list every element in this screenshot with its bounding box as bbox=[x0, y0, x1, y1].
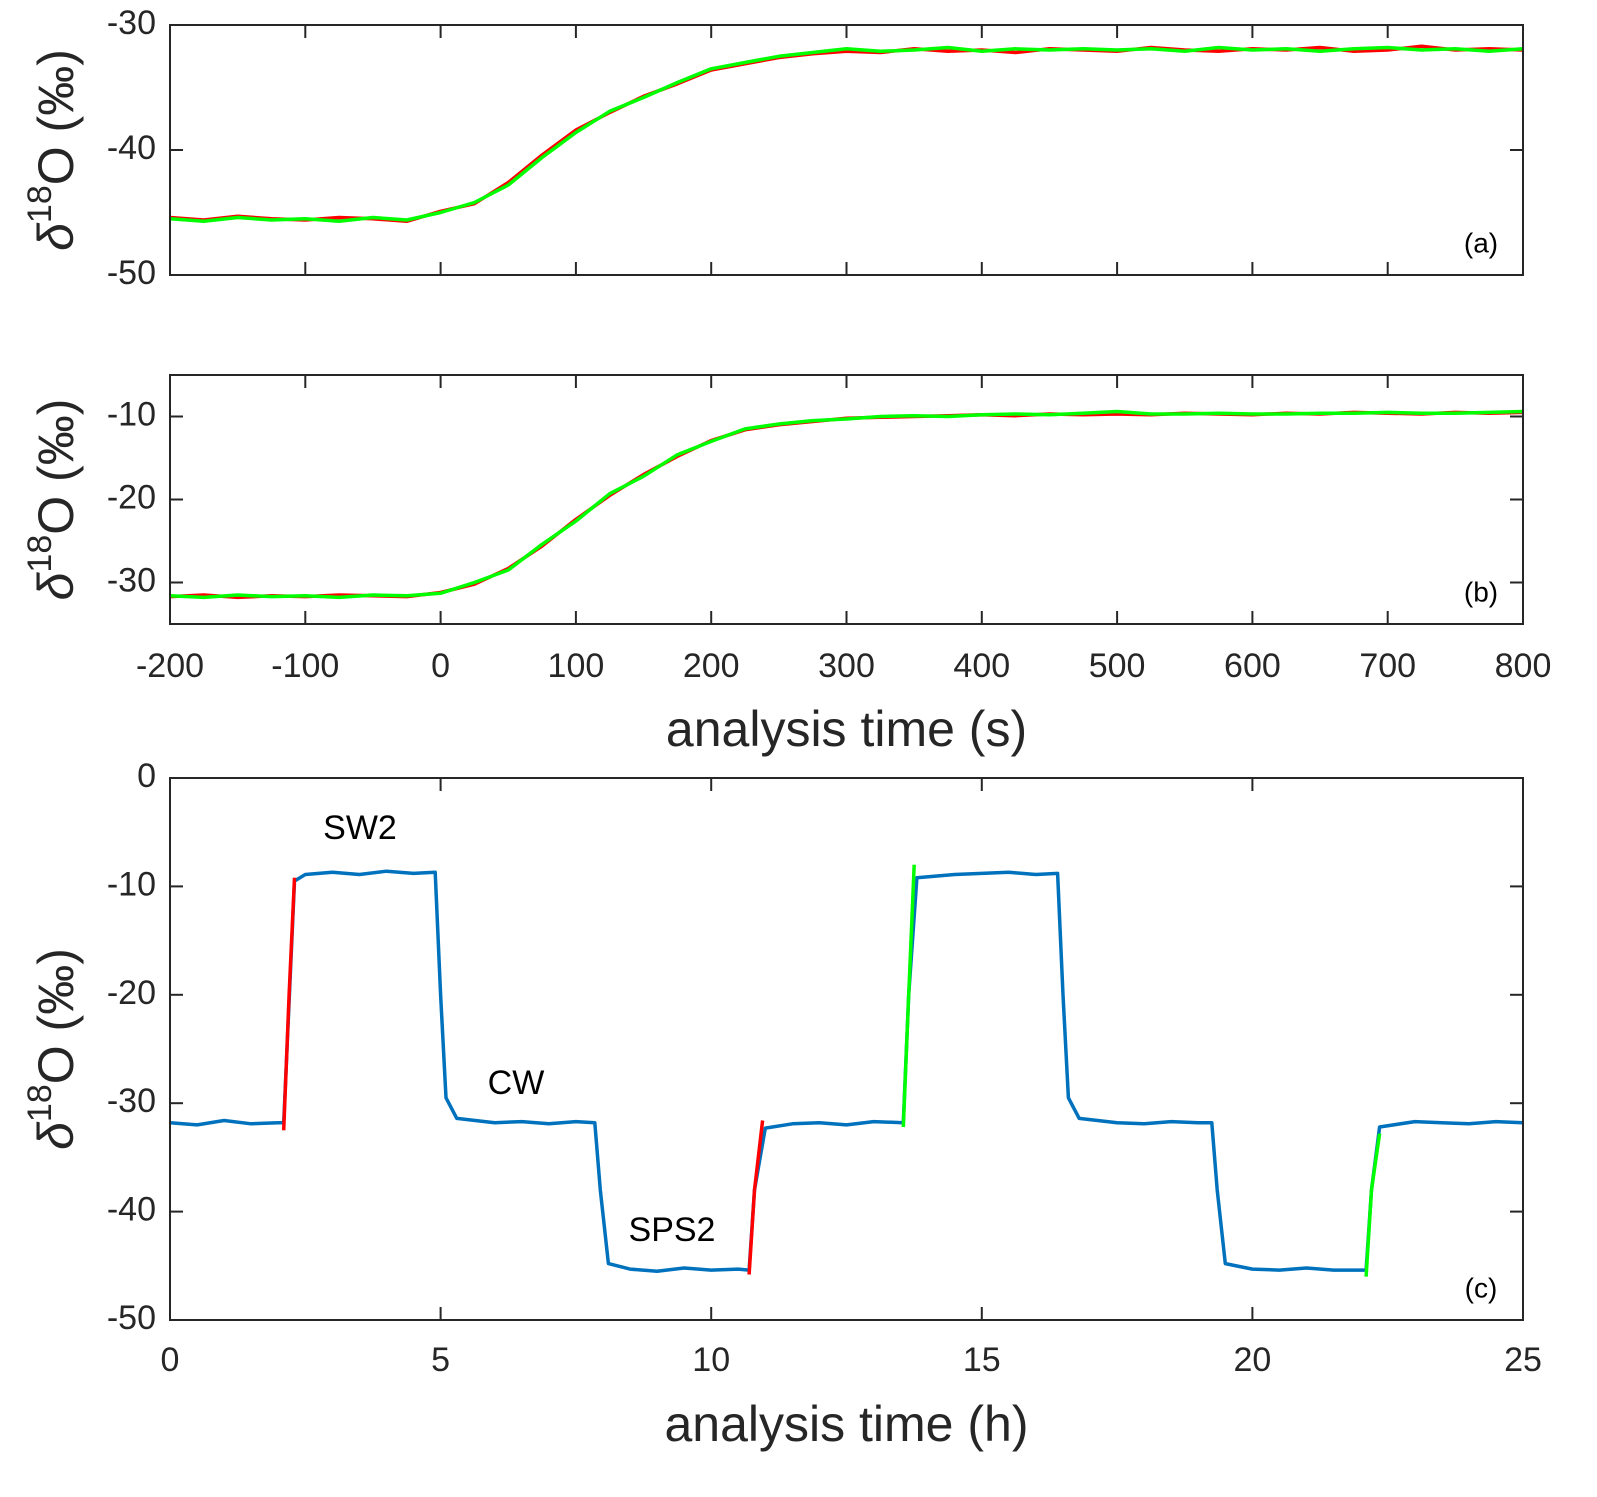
x-tick-label: 800 bbox=[1495, 647, 1552, 685]
y-tick-label: -20 bbox=[107, 974, 156, 1012]
y-label-delta: δ bbox=[28, 222, 84, 251]
x-tick-label: 20 bbox=[1233, 1341, 1271, 1379]
data-line bbox=[747, 1120, 765, 1275]
y-label-rest: O (‰) bbox=[28, 49, 84, 185]
y-tick-label: -50 bbox=[107, 254, 156, 292]
data-line bbox=[169, 409, 1524, 600]
y-tick-label: -10 bbox=[107, 865, 156, 903]
y-axis-label: δ18O (‰) bbox=[21, 49, 84, 251]
y-label-sup: 18 bbox=[21, 535, 59, 573]
x-tick-label: 200 bbox=[683, 647, 740, 685]
data-line bbox=[169, 44, 1524, 224]
data-line bbox=[1364, 1133, 1382, 1277]
panel: 0 5 10 15 20 25 0 -10 -20 -30 -40 -50 δ18O (‰) analys… bbox=[21, 757, 1542, 1452]
y-tick-label: -40 bbox=[107, 1191, 156, 1229]
y-tick-label: 0 bbox=[137, 757, 156, 795]
y-label-delta: δ bbox=[28, 571, 84, 600]
x-tick-label: 10 bbox=[692, 1341, 730, 1379]
x-tick-label: 100 bbox=[548, 647, 605, 685]
x-tick-label: 300 bbox=[818, 647, 875, 685]
panel-label: (c) bbox=[1465, 1272, 1498, 1303]
x-tick-label: 0 bbox=[161, 1341, 180, 1379]
x-tick-label: 15 bbox=[963, 1341, 1001, 1379]
panel-label: (b) bbox=[1464, 576, 1498, 607]
plot-frame bbox=[169, 777, 1524, 1321]
y-label-sup: 18 bbox=[21, 185, 59, 223]
data-line bbox=[169, 869, 1524, 1273]
annotation: SPS2 bbox=[629, 1211, 716, 1249]
data-line bbox=[281, 877, 297, 1131]
y-tick-label: -30 bbox=[107, 561, 156, 599]
y-label-sup: 18 bbox=[21, 1084, 59, 1122]
x-tick-label: 600 bbox=[1224, 647, 1281, 685]
x-tick-label: 5 bbox=[431, 1341, 450, 1379]
x-axis-label: analysis time (s) bbox=[666, 701, 1027, 757]
plot-frame bbox=[169, 24, 1524, 276]
y-tick-label: -50 bbox=[107, 1299, 156, 1337]
data-line bbox=[169, 45, 1524, 224]
data-line bbox=[901, 864, 916, 1128]
panel: -200 -100 0 100 200 300 400 500 600 700 800 -30 -20 -… bbox=[21, 374, 1552, 757]
x-axis-label: analysis time (h) bbox=[665, 1396, 1029, 1452]
annotation: CW bbox=[488, 1064, 545, 1102]
y-tick-label: -30 bbox=[107, 4, 156, 42]
y-axis-label: δ18O (‰) bbox=[21, 399, 84, 601]
x-tick-label: -200 bbox=[136, 647, 204, 685]
x-tick-label: 500 bbox=[1089, 647, 1146, 685]
annotation: SW2 bbox=[323, 809, 397, 847]
x-tick-label: -100 bbox=[271, 647, 339, 685]
x-tick-label: 700 bbox=[1359, 647, 1416, 685]
y-axis-label: δ18O (‰) bbox=[21, 948, 84, 1150]
y-tick-label: -10 bbox=[107, 395, 156, 433]
panel-label: (a) bbox=[1464, 227, 1498, 258]
x-tick-label: 400 bbox=[953, 647, 1010, 685]
x-tick-label: 25 bbox=[1504, 1341, 1542, 1379]
x-tick-label: 0 bbox=[431, 647, 450, 685]
y-tick-label: -30 bbox=[107, 1082, 156, 1120]
y-tick-label: -40 bbox=[107, 129, 156, 167]
panel: -30 -40 -50 δ18O (‰) (a) bbox=[21, 4, 1524, 292]
data-line bbox=[169, 410, 1524, 600]
y-label-rest: O (‰) bbox=[28, 948, 84, 1084]
y-tick-label: -20 bbox=[107, 478, 156, 516]
y-label-delta: δ bbox=[28, 1121, 84, 1150]
y-label-rest: O (‰) bbox=[28, 399, 84, 535]
